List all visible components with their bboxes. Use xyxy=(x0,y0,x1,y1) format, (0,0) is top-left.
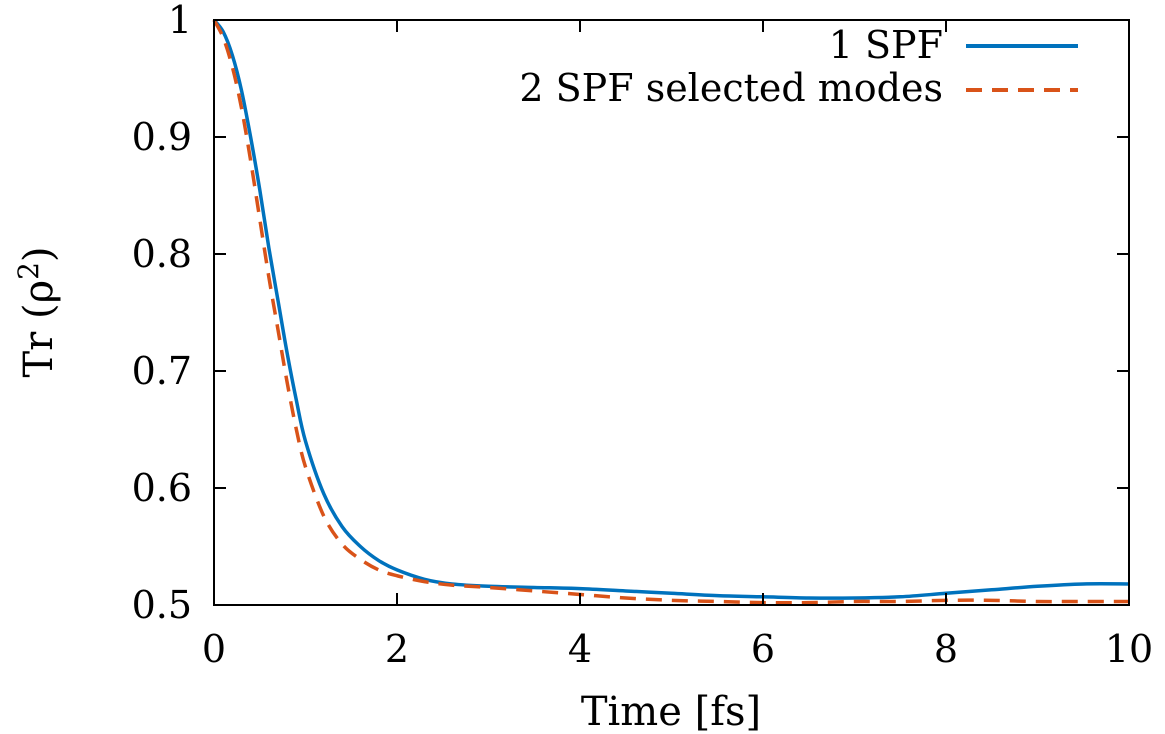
x-tick-label-2: 4 xyxy=(568,627,592,671)
y-tick-label-5: 1 xyxy=(168,0,192,42)
series-line-1 xyxy=(212,18,1130,600)
legend: 1 SPF 2 SPF selected modes xyxy=(519,23,1078,110)
y-axis-label: Tr (ρ2) xyxy=(12,246,62,377)
x-tick-label-4: 8 xyxy=(934,627,958,671)
series-line-2 xyxy=(212,19,1129,605)
y-tick-label-1: 0.6 xyxy=(132,466,192,510)
y-tick-label-4: 0.9 xyxy=(132,115,192,159)
y-axis-label-close: ) xyxy=(16,246,62,262)
x-tick-label-3: 6 xyxy=(751,627,775,671)
y-tick-label-0: 0.5 xyxy=(132,583,192,627)
x-tick-label-5: 10 xyxy=(1105,627,1153,671)
plot-layer xyxy=(212,18,1130,605)
y-axis-label-sup: 2 xyxy=(12,262,45,280)
legend-label-1: 1 SPF xyxy=(829,23,943,67)
y-tick-label-2: 0.7 xyxy=(132,349,192,393)
x-tick-label-0: 0 xyxy=(202,627,226,671)
x-tick-label-1: 2 xyxy=(385,627,409,671)
plot-frame xyxy=(213,19,1130,606)
legend-label-2: 2 SPF selected modes xyxy=(519,66,943,110)
y-axis-label-main: Tr (ρ xyxy=(16,280,62,378)
ticks-layer: 0 2 4 6 8 10 0.5 0.6 0.7 0.8 0.9 1 xyxy=(132,0,1154,671)
x-axis-label: Time [fs] xyxy=(581,689,761,734)
y-tick-label-3: 0.8 xyxy=(132,232,192,276)
